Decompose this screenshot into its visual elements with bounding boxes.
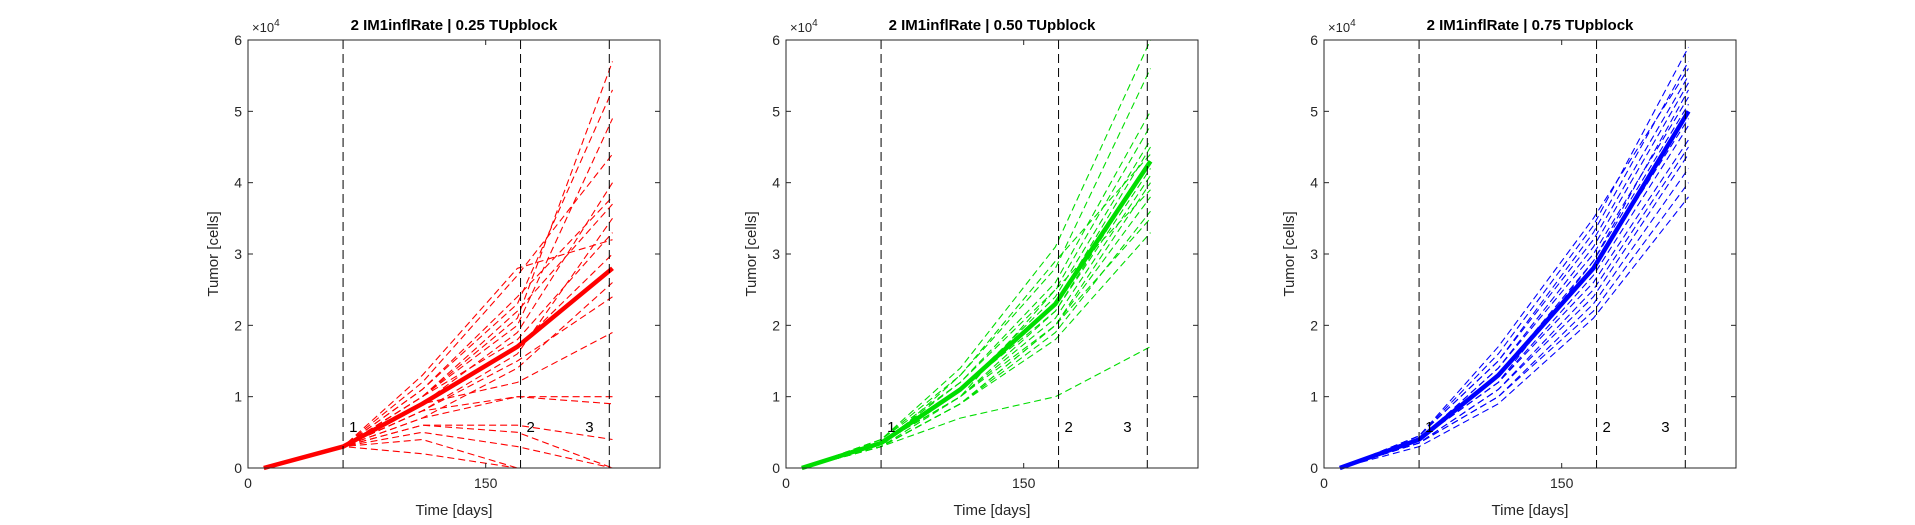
y-tick-label: 0 xyxy=(772,460,780,476)
y-tick-label: 5 xyxy=(1310,103,1318,119)
y-exponent-label: ×104 xyxy=(252,18,280,35)
run-line-19 xyxy=(263,431,613,469)
x-tick-label: 150 xyxy=(1012,475,1036,491)
run-line-8 xyxy=(263,239,613,469)
y-tick-label: 5 xyxy=(234,103,242,119)
run-line-16 xyxy=(263,396,613,469)
event-label-1: 1 xyxy=(1425,419,1433,436)
event-label-1: 1 xyxy=(887,419,895,436)
mean-line xyxy=(1339,110,1691,471)
y-tick-label: 4 xyxy=(772,175,780,191)
y-axis-label: Tumor [cells] xyxy=(205,211,222,296)
y-tick-label: 0 xyxy=(1310,460,1318,476)
run-line-17 xyxy=(263,424,613,469)
run-line-14 xyxy=(801,153,1151,469)
x-tick-label: 0 xyxy=(782,475,790,491)
x-axis-label: Time [days] xyxy=(416,502,493,519)
event-label-2: 2 xyxy=(1603,419,1611,436)
y-tick-label: 2 xyxy=(1310,317,1318,333)
run-line-15 xyxy=(1339,68,1689,469)
y-tick-label: 3 xyxy=(1310,246,1318,262)
event-label-3: 3 xyxy=(1661,419,1669,436)
y-tick-label: 6 xyxy=(772,32,780,48)
y-tick-label: 6 xyxy=(1310,32,1318,48)
plot-area xyxy=(248,40,660,468)
y-tick-label: 2 xyxy=(234,317,242,333)
y-tick-label: 4 xyxy=(234,175,242,191)
event-label-2: 2 xyxy=(1065,419,1073,436)
chart-panel-1: 1 2 3 0 1 2 3 4 5 6 0 150 ×104 2 IM1inflRate | 0.25 T… xyxy=(205,17,661,519)
y-tick-label: 5 xyxy=(772,103,780,119)
y-tick-label: 4 xyxy=(1310,175,1318,191)
mean-line xyxy=(263,266,614,471)
y-axis-label: Tumor [cells] xyxy=(1281,211,1298,296)
y-axis-label: Tumor [cells] xyxy=(743,211,760,296)
mean-line xyxy=(801,160,1153,471)
run-line-12 xyxy=(801,210,1151,469)
run-line-13 xyxy=(801,232,1151,469)
run-line-13 xyxy=(263,232,613,469)
chart-panel-3: 1 2 3 0 1 2 3 4 5 6 0 150 ×104 2 IM1inflRate | 0.75 T… xyxy=(1281,17,1737,519)
y-tick-label: 6 xyxy=(234,32,242,48)
event-label-3: 3 xyxy=(1123,419,1131,436)
event-label-2: 2 xyxy=(527,419,535,436)
y-tick-label: 1 xyxy=(234,389,242,405)
run-line-17 xyxy=(801,346,1151,469)
y-tick-label: 3 xyxy=(234,246,242,262)
run-line-4 xyxy=(263,153,613,469)
run-line-11 xyxy=(263,196,613,469)
x-tick-label: 150 xyxy=(474,475,498,491)
x-tick-label: 150 xyxy=(1550,475,1574,491)
chart-title: 2 IM1inflRate | 0.75 TUpblock xyxy=(1427,17,1634,34)
y-exponent-label: ×104 xyxy=(1328,18,1356,35)
y-exponent-label: ×104 xyxy=(790,18,818,35)
event-label-1: 1 xyxy=(349,419,357,436)
x-tick-label: 0 xyxy=(244,475,252,491)
run-line-16 xyxy=(801,217,1151,469)
chart-title: 2 IM1inflRate | 0.25 TUpblock xyxy=(351,17,558,34)
y-tick-label: 1 xyxy=(772,389,780,405)
y-tick-label: 0 xyxy=(234,460,242,476)
y-tick-label: 1 xyxy=(1310,389,1318,405)
x-tick-label: 0 xyxy=(1320,475,1328,491)
chart-title: 2 IM1inflRate | 0.50 TUpblock xyxy=(889,17,1096,34)
x-axis-label: Time [days] xyxy=(1492,502,1569,519)
plot-area xyxy=(1324,40,1736,468)
run-line-15 xyxy=(263,396,613,469)
chart-panel-2: 1 2 3 0 1 2 3 4 5 6 0 150 ×104 2 IM1inflRate | 0.50 T… xyxy=(743,17,1199,519)
event-label-3: 3 xyxy=(585,419,593,436)
y-tick-label: 2 xyxy=(772,317,780,333)
y-tick-label: 3 xyxy=(772,246,780,262)
x-axis-label: Time [days] xyxy=(954,502,1031,519)
plot-area xyxy=(786,40,1198,468)
